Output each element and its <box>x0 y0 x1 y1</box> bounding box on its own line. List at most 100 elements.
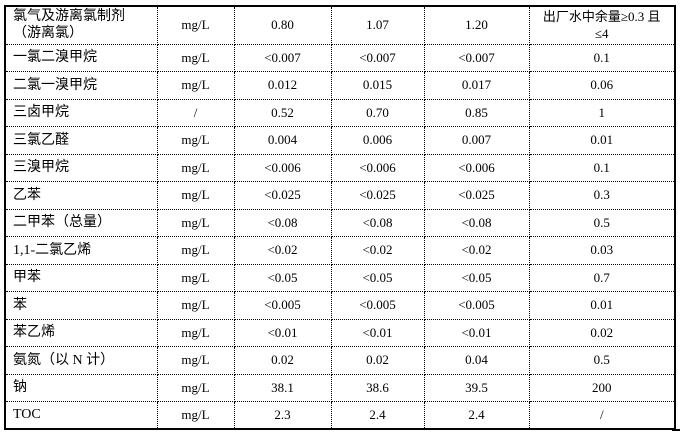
value-cell: <0.01 <box>423 318 530 347</box>
value-cell: 0.004 <box>233 126 332 155</box>
value-cell: 0.012 <box>233 71 332 100</box>
value-cell: <0.006 <box>233 153 332 182</box>
parameter-cell: 钠 <box>4 373 158 402</box>
table-row: 二甲苯（总量） mg/L <0.08 <0.08 <0.08 0.5 <box>4 208 676 237</box>
unit-cell: mg/L <box>156 5 235 45</box>
value-cell: <0.02 <box>233 236 332 265</box>
value-cell: <0.005 <box>423 291 530 320</box>
unit-cell: mg/L <box>156 71 235 100</box>
limit-cell: 1 <box>528 98 676 127</box>
value-cell: 39.5 <box>423 373 530 402</box>
parameter-cell: 氨氮（以 N 计） <box>4 346 158 375</box>
parameter-cell: 氯气及游离氯制剂 （游离氯） <box>4 5 158 45</box>
value-cell: <0.025 <box>423 181 530 210</box>
value-cell: <0.05 <box>233 263 332 292</box>
unit-cell: mg/L <box>156 318 235 347</box>
parameter-cell: 苯 <box>4 291 158 320</box>
limit-cell: 0.7 <box>528 263 676 292</box>
value-cell: 2.4 <box>423 401 530 430</box>
value-cell: <0.025 <box>233 181 332 210</box>
unit-cell: mg/L <box>156 291 235 320</box>
parameter-cell: 乙苯 <box>4 181 158 210</box>
unit-cell: mg/L <box>156 126 235 155</box>
text-cursor-artifact <box>672 429 680 431</box>
value-cell: 0.52 <box>233 98 332 127</box>
limit-cell: 0.5 <box>528 346 676 375</box>
value-cell: <0.005 <box>330 291 425 320</box>
limit-cell: 0.02 <box>528 318 676 347</box>
value-cell: <0.005 <box>233 291 332 320</box>
limit-cell: 0.03 <box>528 236 676 265</box>
parameter-cell: 苯乙烯 <box>4 318 158 347</box>
value-cell: 0.02 <box>233 346 332 375</box>
table-row: 氯气及游离氯制剂 （游离氯） mg/L 0.80 1.07 1.20 出厂水中余… <box>4 5 676 45</box>
parameter-cell: 三卤甲烷 <box>4 98 158 127</box>
parameter-name-line1: 氯气及游离氯制剂 <box>13 9 125 25</box>
table-row: TOC mg/L 2.3 2.4 2.4 / <box>4 401 676 430</box>
value-cell: 1.07 <box>330 5 425 45</box>
unit-cell: mg/L <box>156 401 235 430</box>
value-cell: 0.007 <box>423 126 530 155</box>
value-cell: <0.006 <box>330 153 425 182</box>
limit-line1: 出厂水中余量≥0.3 且 <box>542 9 661 25</box>
value-cell: <0.08 <box>423 208 530 237</box>
unit-cell: mg/L <box>156 373 235 402</box>
unit-cell: mg/L <box>156 263 235 292</box>
value-cell: <0.007 <box>423 43 530 72</box>
table-row: 1,1-二氯乙烯 mg/L <0.02 <0.02 <0.02 0.03 <box>4 236 676 265</box>
value-cell: <0.01 <box>330 318 425 347</box>
limit-cell: 0.01 <box>528 126 676 155</box>
parameter-name-line2: （游离氯） <box>13 26 83 42</box>
limit-cell: 0.06 <box>528 71 676 100</box>
value-cell: 2.3 <box>233 401 332 430</box>
limit-cell: 200 <box>528 373 676 402</box>
table-row: 甲苯 mg/L <0.05 <0.05 <0.05 0.7 <box>4 263 676 292</box>
value-cell: <0.02 <box>423 236 530 265</box>
value-cell: <0.08 <box>233 208 332 237</box>
limit-line2: ≤4 <box>594 26 609 42</box>
unit-cell: mg/L <box>156 43 235 72</box>
parameter-cell: 三氯乙醛 <box>4 126 158 155</box>
table-row: 氨氮（以 N 计） mg/L 0.02 0.02 0.04 0.5 <box>4 346 676 375</box>
table-row: 三溴甲烷 mg/L <0.006 <0.006 <0.006 0.1 <box>4 153 676 182</box>
parameter-cell: 二甲苯（总量） <box>4 208 158 237</box>
value-cell: 0.04 <box>423 346 530 375</box>
table-row: 三卤甲烷 / 0.52 0.70 0.85 1 <box>4 98 676 127</box>
parameter-cell: 一氯二溴甲烷 <box>4 43 158 72</box>
value-cell: 1.20 <box>423 5 530 45</box>
parameter-cell: 1,1-二氯乙烯 <box>4 236 158 265</box>
unit-cell: mg/L <box>156 181 235 210</box>
value-cell: 0.85 <box>423 98 530 127</box>
water-quality-table: 氯气及游离氯制剂 （游离氯） mg/L 0.80 1.07 1.20 出厂水中余… <box>4 5 676 430</box>
value-cell: 0.02 <box>330 346 425 375</box>
table-row: 苯 mg/L <0.005 <0.005 <0.005 0.01 <box>4 291 676 320</box>
value-cell: <0.01 <box>233 318 332 347</box>
value-cell: <0.05 <box>423 263 530 292</box>
table-row: 钠 mg/L 38.1 38.6 39.5 200 <box>4 373 676 402</box>
value-cell: <0.025 <box>330 181 425 210</box>
value-cell: 0.017 <box>423 71 530 100</box>
limit-cell: 0.1 <box>528 43 676 72</box>
unit-cell: mg/L <box>156 346 235 375</box>
table-row: 三氯乙醛 mg/L 0.004 0.006 0.007 0.01 <box>4 126 676 155</box>
table-row: 苯乙烯 mg/L <0.01 <0.01 <0.01 0.02 <box>4 318 676 347</box>
value-cell: <0.007 <box>330 43 425 72</box>
limit-cell: 0.3 <box>528 181 676 210</box>
limit-cell: 0.5 <box>528 208 676 237</box>
unit-cell: mg/L <box>156 236 235 265</box>
limit-cell: 0.01 <box>528 291 676 320</box>
value-cell: <0.007 <box>233 43 332 72</box>
parameter-cell: 甲苯 <box>4 263 158 292</box>
value-cell: 38.6 <box>330 373 425 402</box>
unit-cell: mg/L <box>156 208 235 237</box>
limit-cell: 出厂水中余量≥0.3 且 ≤4 <box>528 5 676 45</box>
table-row: 乙苯 mg/L <0.025 <0.025 <0.025 0.3 <box>4 181 676 210</box>
value-cell: <0.05 <box>330 263 425 292</box>
parameter-cell: 二氯一溴甲烷 <box>4 71 158 100</box>
value-cell: 2.4 <box>330 401 425 430</box>
value-cell: <0.02 <box>330 236 425 265</box>
table-row: 一氯二溴甲烷 mg/L <0.007 <0.007 <0.007 0.1 <box>4 43 676 72</box>
value-cell: <0.08 <box>330 208 425 237</box>
parameter-cell: TOC <box>4 401 158 430</box>
